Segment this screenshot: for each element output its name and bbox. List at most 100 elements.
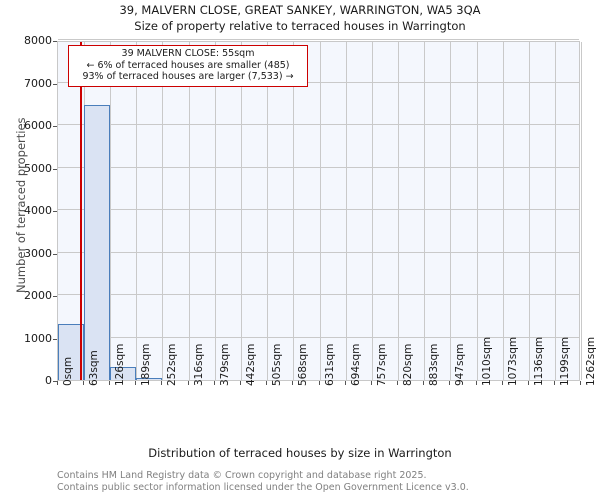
x-axis-tick: 694sqm [349, 343, 362, 386]
x-axis-tick: 1073sqm [506, 336, 519, 386]
x-axis-tick: 316sqm [192, 343, 205, 386]
y-axis-tickmark [53, 168, 57, 170]
y-axis-tick: 0 [45, 374, 52, 387]
gridline [528, 42, 530, 380]
histogram-bar [110, 367, 137, 380]
x-axis-tickmark [266, 381, 268, 385]
x-axis-tickmark [240, 381, 242, 385]
gridline [58, 294, 579, 295]
x-axis-tickmark [83, 381, 85, 385]
y-axis-tick: 2000 [24, 289, 52, 302]
y-axis-tickmark [53, 296, 57, 297]
gridline [215, 42, 217, 380]
x-axis-tick: 189sqm [140, 343, 153, 386]
y-axis-tick: 5000 [24, 161, 52, 175]
x-axis-tickmark [57, 381, 58, 385]
y-axis-tick: 7000 [24, 76, 52, 90]
gridline [188, 42, 190, 380]
gridline [136, 42, 138, 380]
gridline [162, 42, 164, 380]
histogram-bar [58, 324, 85, 380]
x-axis-tickmark [553, 381, 555, 385]
y-axis-tick: 4000 [24, 204, 52, 217]
x-axis-tick: 947sqm [454, 343, 467, 386]
x-axis-tick: 1199sqm [558, 336, 571, 386]
y-axis-tickmark [53, 126, 57, 127]
y-axis-tickmark [53, 338, 57, 340]
gridline [345, 42, 347, 380]
x-axis-tickmark [109, 381, 111, 385]
gridline [581, 42, 582, 380]
x-axis-tick: 568sqm [297, 343, 310, 386]
gridline [502, 42, 504, 380]
x-axis-tickmark [344, 381, 346, 385]
x-axis-tick: 442sqm [245, 343, 258, 386]
gridline [110, 42, 112, 380]
y-axis-tickmark [53, 253, 57, 255]
gridline [58, 39, 579, 40]
gridline [58, 209, 579, 210]
gridline [58, 81, 579, 83]
y-axis-tickmark [53, 83, 57, 85]
gridline [267, 42, 269, 380]
y-axis-tick: 8000 [24, 34, 52, 47]
gridline [58, 124, 579, 125]
chart-subtitle: Size of property relative to terraced ho… [134, 19, 466, 33]
histogram-bar [136, 377, 163, 380]
gridline [58, 251, 579, 253]
x-axis-tick: 379sqm [219, 343, 232, 386]
x-axis-tick: 883sqm [427, 343, 440, 386]
x-axis-tick: 1262sqm [585, 336, 597, 386]
footer-line-1: Contains HM Land Registry data © Crown c… [57, 470, 427, 481]
gridline [293, 42, 295, 380]
gridline [241, 42, 243, 380]
x-axis-tickmark [292, 381, 294, 385]
chart-title-block: 39, MALVERN CLOSE, GREAT SANKEY, WARRING… [0, 2, 600, 34]
x-axis-tick: 631sqm [323, 343, 336, 386]
y-axis-tickmark [53, 381, 57, 382]
y-axis-tick: 6000 [24, 119, 52, 132]
x-axis-tickmark [422, 381, 424, 385]
x-axis-tickmark [187, 381, 189, 385]
annotation-larger-pct: 93% of terraced houses are larger (7,533… [82, 71, 294, 82]
gridline [397, 42, 399, 380]
x-axis-tickmark [161, 381, 163, 385]
gridline [476, 42, 478, 380]
gridline [371, 42, 373, 380]
x-axis-tickmark [475, 381, 477, 385]
x-axis-tickmark [449, 381, 451, 385]
x-axis-tickmark [580, 381, 581, 385]
property-marker-line [79, 42, 82, 380]
gridline [58, 166, 579, 168]
x-axis-tickmark [318, 381, 320, 385]
page-title: 39, MALVERN CLOSE, GREAT SANKEY, WARRING… [119, 3, 481, 17]
annotation-property-size: 39 MALVERN CLOSE: 55sqm [121, 48, 255, 59]
gridline [423, 42, 425, 380]
x-axis-label: Distribution of terraced houses by size … [148, 446, 452, 460]
x-axis-tick: 1136sqm [532, 336, 545, 386]
plot-area [57, 39, 582, 381]
y-axis-tickmark [53, 211, 57, 212]
histogram-bar [84, 105, 111, 380]
gridline [450, 42, 452, 380]
annotation-box: 39 MALVERN CLOSE: 55sqm ← 6% of terraced… [68, 45, 308, 87]
x-axis-tickmark [135, 381, 137, 385]
x-axis-tick: 63sqm [88, 350, 101, 386]
y-axis-tickmark [53, 41, 57, 42]
gridline [319, 42, 321, 380]
x-axis-tick: 757sqm [375, 343, 388, 386]
y-axis-tick: 1000 [24, 331, 52, 345]
x-axis-tickmark [214, 381, 216, 385]
x-axis-tickmark [396, 381, 398, 385]
annotation-smaller-pct: ← 6% of terraced houses are smaller (485… [86, 59, 290, 71]
x-axis-tickmark [527, 381, 529, 385]
gridline [58, 336, 579, 338]
x-axis-tick: 0sqm [62, 356, 74, 386]
x-axis-tickmark [370, 381, 372, 385]
x-axis-tick: 252sqm [166, 343, 179, 386]
y-axis-tick: 3000 [24, 246, 52, 260]
x-axis-tick: 820sqm [401, 343, 414, 386]
x-axis-tick: 1010sqm [480, 336, 493, 386]
footer-attribution: Contains HM Land Registry data © Crown c… [57, 470, 577, 493]
gridline [554, 42, 556, 380]
